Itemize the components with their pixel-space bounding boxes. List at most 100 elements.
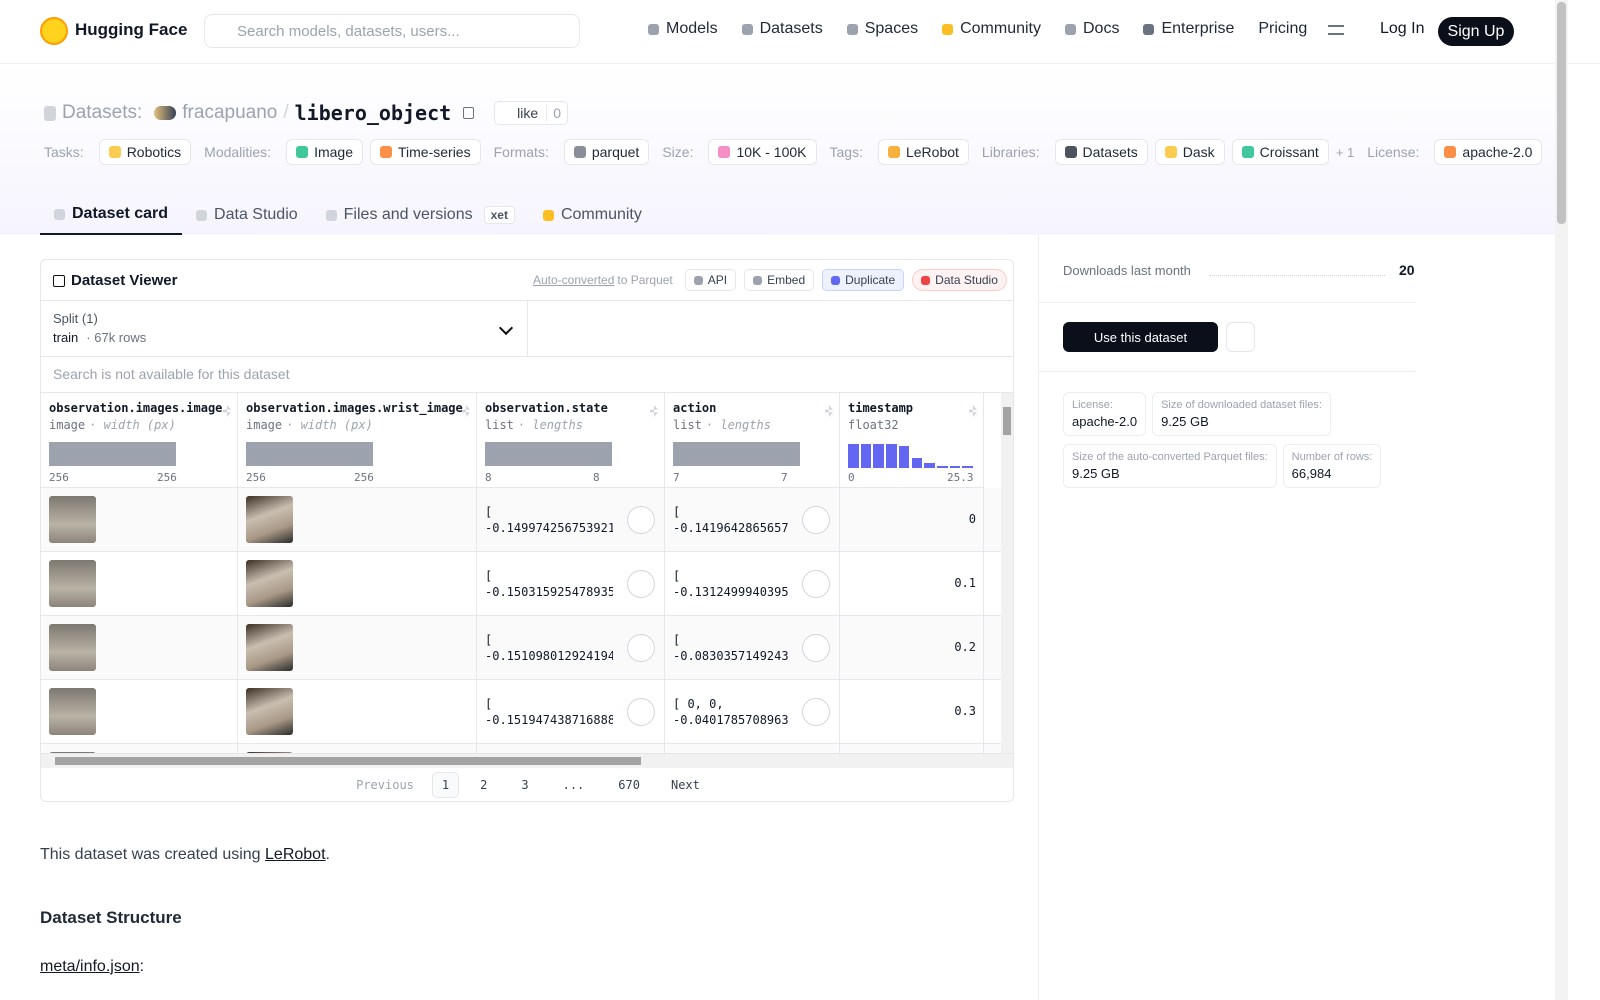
json-button[interactable] — [627, 570, 655, 598]
nav-link[interactable]: Datasets — [741, 20, 823, 38]
page[interactable]: 1 — [431, 772, 460, 798]
cell-divider — [840, 680, 984, 744]
nav-link[interactable]: Enterprise — [1143, 20, 1234, 38]
intro-end: . — [325, 846, 330, 863]
list-line: -0.151947438716888… — [485, 713, 613, 727]
nav-link-text: Docs — [1083, 20, 1120, 37]
column-name: observation.state — [485, 401, 608, 415]
tab[interactable]: Dataset card — [40, 195, 183, 235]
tag[interactable]: Time-series — [370, 139, 481, 165]
page[interactable]: 3 — [521, 778, 529, 792]
more-button[interactable] — [1226, 322, 1255, 352]
auto-link[interactable]: Auto-converted — [533, 273, 615, 287]
thumbnail[interactable] — [246, 752, 293, 753]
tag[interactable]: 10K - 100K — [708, 139, 817, 165]
thumbnail[interactable] — [49, 688, 96, 735]
intro-link[interactable]: LeRobot — [265, 846, 326, 863]
dataset-card: This dataset was created using LeRobot. D… — [40, 840, 1014, 1000]
nav-link[interactable]: Community — [942, 20, 1041, 38]
brand[interactable]: Hugging Face — [75, 20, 188, 39]
viewer-button[interactable]: Embed — [744, 269, 815, 291]
signup[interactable]: Sign Up — [1438, 17, 1514, 46]
thumbnail[interactable] — [49, 496, 96, 543]
page[interactable]: ... — [562, 778, 585, 792]
json-button[interactable] — [802, 634, 830, 662]
tag[interactable]: parquet — [563, 139, 650, 165]
cell-divider — [840, 616, 984, 680]
list-cell: [-0.0830357149243… — [673, 632, 788, 664]
owner[interactable]: fracapuano — [182, 102, 278, 123]
tag[interactable]: apache-2.0 — [1434, 139, 1543, 165]
column-type: image · width (px) — [49, 418, 229, 432]
file-link[interactable]: meta/info.json — [40, 958, 140, 975]
thumbnail[interactable] — [49, 560, 96, 607]
nav-link[interactable]: Models — [648, 20, 718, 38]
search-box[interactable]: Search models, datasets, users... — [204, 14, 580, 48]
list-line: -0.1419642865657… — [673, 521, 788, 535]
tag[interactable]: Dask — [1154, 139, 1225, 165]
page[interactable]: 670 — [618, 778, 640, 792]
cell-divider — [41, 552, 238, 616]
scrollbar — [1555, 0, 1568, 1000]
viewer-button[interactable]: Duplicate — [822, 269, 905, 291]
thumbnail[interactable] — [49, 752, 96, 753]
json-button[interactable] — [627, 506, 655, 534]
thumbnail[interactable] — [246, 496, 293, 543]
button-icon — [753, 275, 763, 285]
use-dataset[interactable]: Use this dataset — [1063, 322, 1218, 352]
cell-divider — [238, 552, 477, 616]
tag-icon — [380, 146, 392, 158]
json-button[interactable] — [627, 698, 655, 726]
tag-label: Libraries: — [981, 144, 1040, 160]
histogram-bar — [924, 463, 935, 468]
tag[interactable]: Datasets — [1054, 139, 1148, 165]
tab-icon — [196, 209, 208, 221]
thumbnail[interactable] — [246, 688, 293, 735]
viewer-button[interactable]: Data Studio — [912, 269, 1007, 291]
tab[interactable]: Files and versions xet — [312, 195, 529, 235]
thumbnail[interactable] — [246, 624, 293, 671]
button-text: Duplicate — [845, 273, 896, 287]
nav-link[interactable]: Spaces — [846, 20, 918, 38]
divider — [1039, 371, 1415, 372]
nav-link[interactable]: Pricing — [1258, 20, 1307, 38]
prev[interactable]: Previous — [356, 778, 414, 792]
split-select[interactable]: Split (1) train · 67k rows — [41, 300, 528, 356]
tab[interactable]: Data Studio — [182, 195, 312, 235]
stat-value: apache-2.0 — [1072, 414, 1138, 429]
json-button[interactable] — [627, 634, 655, 662]
cell-divider — [665, 680, 840, 744]
cell-divider — [665, 744, 840, 753]
json-button[interactable] — [802, 698, 830, 726]
menu-icon[interactable] — [1328, 25, 1344, 35]
list-cell: [-0.150315925478935… — [485, 568, 613, 600]
viewer-title-text: Dataset Viewer — [71, 272, 178, 289]
cell-divider — [477, 552, 665, 616]
tag[interactable]: Image — [286, 139, 363, 165]
tag[interactable]: Robotics — [98, 139, 192, 165]
sort-icon — [969, 405, 977, 417]
login[interactable]: Log In — [1380, 20, 1425, 37]
like-button[interactable]: like 0 — [494, 101, 568, 125]
repo-header: Datasets: fracapuano / libero_object like 0 Ta… — [0, 64, 1555, 235]
tag-text: Dask — [1182, 144, 1215, 160]
tag[interactable]: Croissant — [1231, 139, 1329, 165]
tag[interactable]: LeRobot — [877, 139, 969, 165]
copy-icon[interactable] — [463, 107, 475, 119]
button-icon — [693, 275, 703, 285]
repo-name[interactable]: libero_object — [294, 101, 452, 125]
column-name: observation.images.wrist_image — [246, 401, 463, 415]
json-button[interactable] — [802, 506, 830, 534]
button-text: API — [707, 273, 728, 287]
json-button[interactable] — [802, 570, 830, 598]
thumbnail[interactable] — [49, 624, 96, 671]
nav-link[interactable]: Docs — [1065, 20, 1119, 38]
thumbnail[interactable] — [246, 560, 293, 607]
tab[interactable]: Community — [529, 195, 656, 235]
page[interactable]: 2 — [480, 778, 488, 792]
viewer-button[interactable]: API — [684, 269, 737, 291]
type-sub: · width (px) — [89, 418, 176, 432]
nav-link-text: Enterprise — [1161, 20, 1235, 37]
next[interactable]: Next — [670, 778, 700, 792]
type-text: image — [49, 418, 86, 432]
